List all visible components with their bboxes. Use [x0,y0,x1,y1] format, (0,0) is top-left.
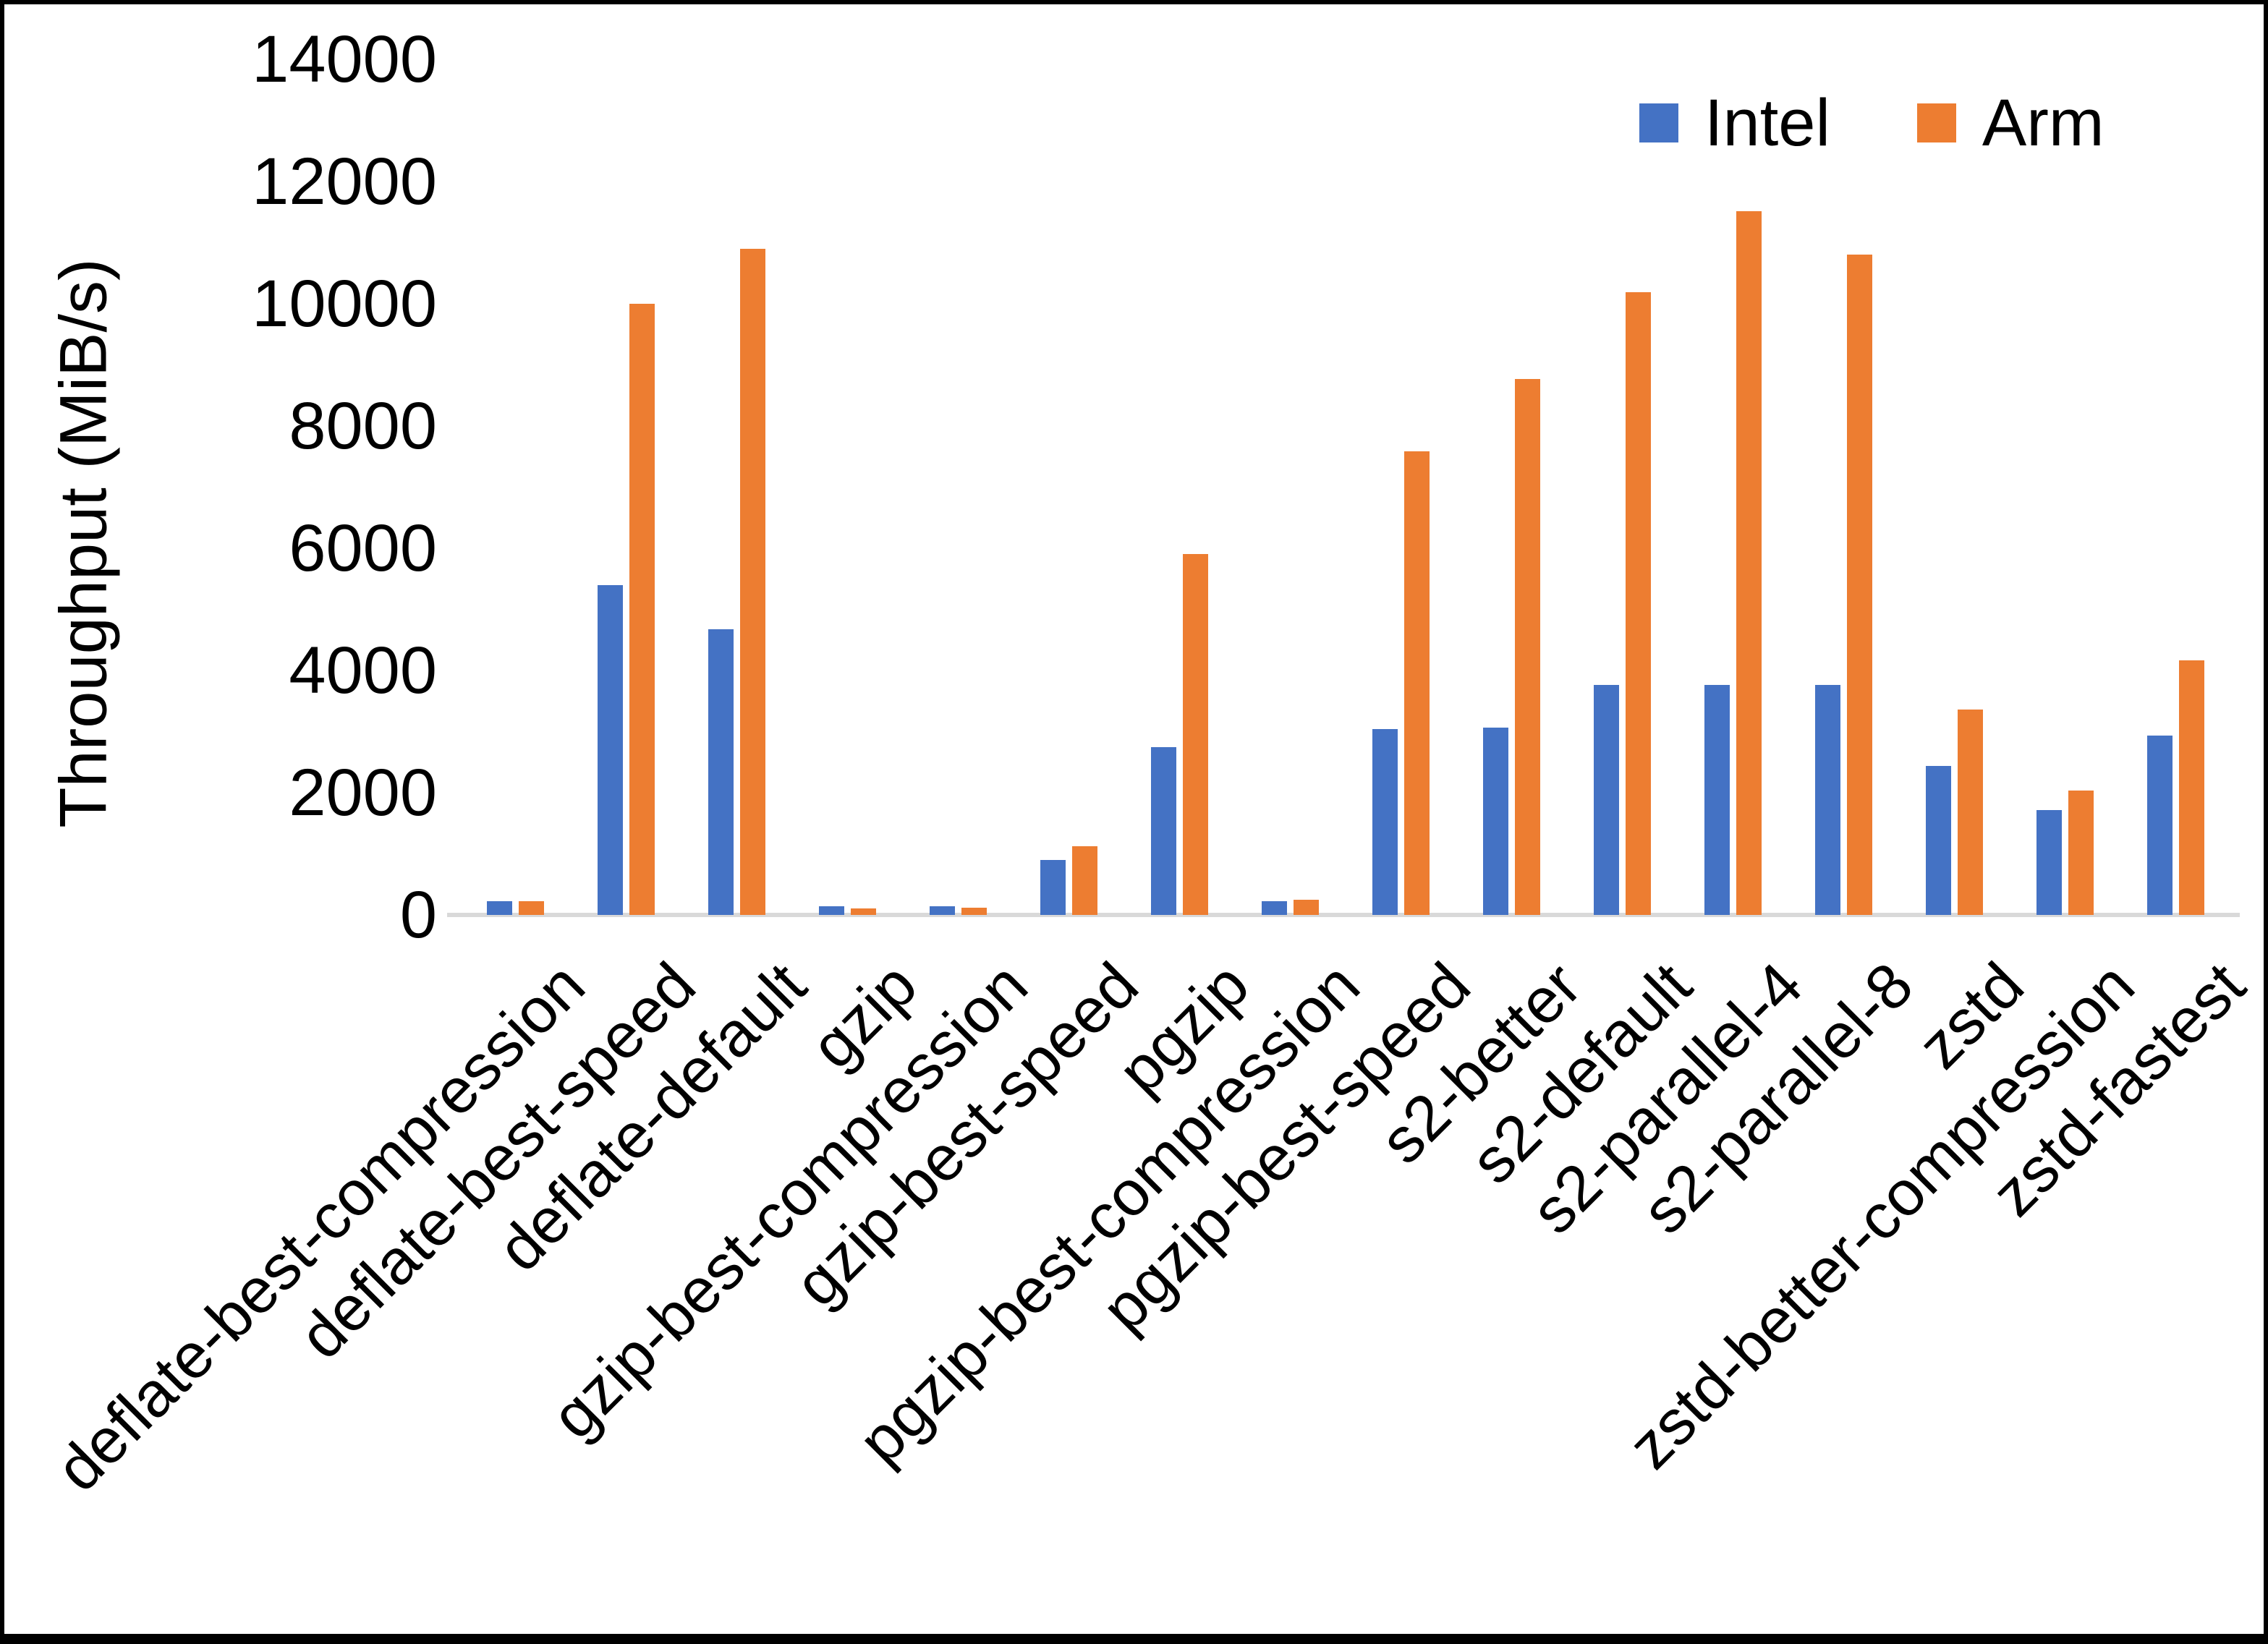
bar-intel-gzip-best-speed [1040,860,1066,915]
bar-intel-gzip [819,906,844,915]
y-tick-label: 4000 [289,634,437,707]
bar-intel-s2-parallel-4 [1704,685,1730,915]
bar-arm-pgzip-best-speed [1404,451,1430,915]
legend-label-arm: Arm [1982,86,2105,160]
bar-arm-s2-parallel-8 [1847,255,1872,915]
bar-arm-deflate-default [740,249,765,915]
legend: Intel Arm [1639,90,2105,156]
bar-intel-deflate-best-speed [598,585,623,915]
bar-intel-pgzip-best-compression [1262,901,1287,915]
legend-label-intel: Intel [1704,86,1830,160]
y-tick-label: 2000 [289,756,437,830]
bar-intel-zstd-fastest [2147,736,2173,915]
bar-intel-gzip-best-compression [930,906,955,915]
legend-item-intel: Intel [1639,90,1830,156]
y-tick-label: 6000 [289,511,437,585]
bar-intel-s2-parallel-8 [1815,685,1840,915]
bar-arm-zstd-better-compression [2068,791,2094,915]
bar-arm-pgzip-best-compression [1294,900,1319,915]
y-tick-label: 8000 [289,389,437,463]
bar-intel-s2-better [1483,728,1508,915]
x-axis-line [447,913,2240,917]
bar-arm-zstd [1958,710,1983,915]
bar-intel-zstd [1926,766,1951,915]
bar-arm-gzip-best-speed [1072,846,1097,915]
bar-arm-gzip [851,908,876,915]
y-tick-label: 0 [399,878,437,952]
y-tick-label: 10000 [252,267,437,341]
y-axis-title: Throughput (MiB/s) [46,258,121,828]
legend-swatch-intel [1639,103,1678,142]
bar-arm-zstd-fastest [2179,660,2204,915]
legend-item-arm: Arm [1916,86,2105,160]
bar-arm-s2-default [1626,292,1651,915]
bar-arm-deflate-best-compression [519,901,544,915]
bar-arm-pgzip [1183,554,1208,915]
bar-intel-s2-default [1594,685,1619,915]
bar-arm-s2-better [1515,379,1540,915]
legend-swatch-arm [1916,103,1956,142]
y-tick-label: 14000 [252,22,437,96]
bar-arm-s2-parallel-4 [1736,211,1762,915]
bar-intel-pgzip-best-speed [1372,729,1398,915]
bar-intel-deflate-best-compression [487,901,512,915]
bar-arm-deflate-best-speed [629,304,655,915]
bar-arm-gzip-best-compression [961,908,987,915]
y-tick-label: 12000 [252,145,437,218]
bar-intel-pgzip [1151,747,1176,915]
bar-intel-deflate-default [708,629,734,915]
bar-intel-zstd-better-compression [2036,810,2062,915]
